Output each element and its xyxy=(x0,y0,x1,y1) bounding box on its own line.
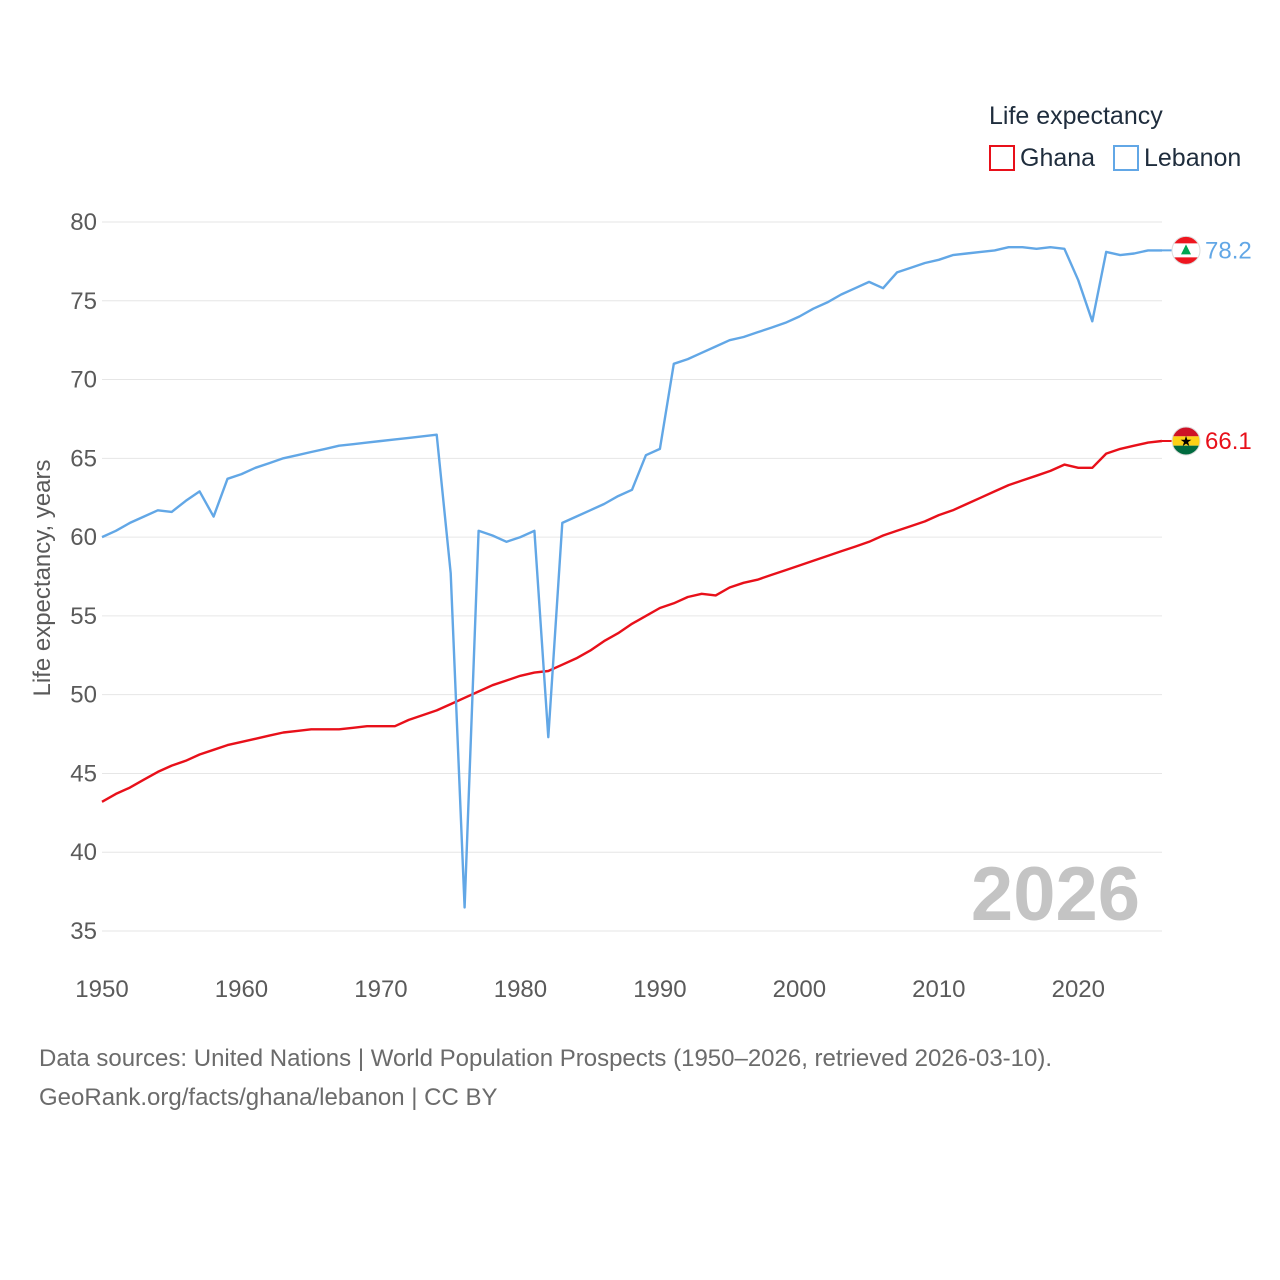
legend-item-ghana[interactable]: Ghana xyxy=(989,144,1095,172)
y-tick-label: 35 xyxy=(70,918,97,945)
y-tick-label: 60 xyxy=(70,524,97,551)
attribution-link[interactable]: GeoRank.org/facts/ghana/lebanon | CC BY xyxy=(39,1084,498,1111)
x-tick-label: 2010 xyxy=(912,976,965,1003)
data-sources-note: Data sources: United Nations | World Pop… xyxy=(39,1045,1053,1072)
x-tick-label: 1990 xyxy=(633,976,686,1003)
legend-swatch-ghana xyxy=(989,145,1015,171)
x-tick-label: 1950 xyxy=(75,976,128,1003)
series-end-markers: ★ 66.1 78.2 xyxy=(1162,235,1252,456)
x-tick-label: 1980 xyxy=(494,976,547,1003)
y-tick-label: 50 xyxy=(70,682,97,709)
ghana-flag-icon: ★ xyxy=(1171,426,1201,456)
y-tick-label: 40 xyxy=(70,839,97,866)
end-value-label-ghana: 66.1 xyxy=(1205,428,1252,455)
legend-swatch-lebanon xyxy=(1113,145,1139,171)
end-value-label-lebanon: 78.2 xyxy=(1205,237,1252,264)
x-tick-label: 1960 xyxy=(215,976,268,1003)
y-tick-label: 75 xyxy=(70,288,97,315)
series-line-ghana[interactable] xyxy=(101,439,1163,803)
legend-label-lebanon: Lebanon xyxy=(1144,144,1241,172)
x-axis-ticks: 1950 1960 1970 1980 1990 2000 2010 2020 xyxy=(75,976,1105,1003)
legend-item-lebanon[interactable]: Lebanon xyxy=(1113,144,1241,172)
y-tick-label: 55 xyxy=(70,603,97,630)
y-axis-ticks: 35 40 45 50 55 60 65 70 75 80 xyxy=(70,209,97,945)
x-tick-label: 2000 xyxy=(773,976,826,1003)
y-tick-label: 45 xyxy=(70,760,97,787)
lebanon-flag-icon xyxy=(1171,235,1201,265)
legend[interactable]: Life expectancy Ghana Lebanon xyxy=(989,102,1241,172)
series-lines xyxy=(101,246,1163,909)
x-tick-label: 1970 xyxy=(354,976,407,1003)
y-tick-label: 65 xyxy=(70,445,97,472)
x-tick-label: 2020 xyxy=(1052,976,1105,1003)
gridlines xyxy=(102,221,1162,932)
legend-title: Life expectancy xyxy=(989,102,1163,130)
legend-label-ghana: Ghana xyxy=(1020,144,1095,172)
y-axis-label: Life expectancy, years xyxy=(29,459,56,696)
svg-text:★: ★ xyxy=(1180,434,1193,450)
series-line-lebanon[interactable] xyxy=(101,246,1162,909)
y-tick-label: 80 xyxy=(70,209,97,236)
y-tick-label: 70 xyxy=(70,367,97,394)
year-watermark: 2026 xyxy=(971,852,1140,937)
